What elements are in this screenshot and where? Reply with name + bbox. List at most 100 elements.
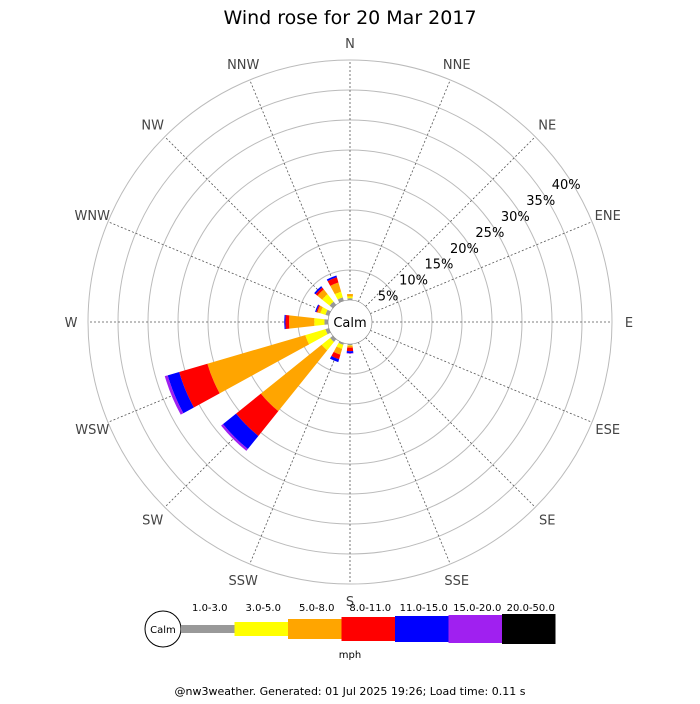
direction-label-nw: NW (141, 119, 164, 134)
bar-wnw-bin-1 (320, 307, 328, 315)
spoke-ne (365, 136, 536, 307)
bar-nw-bin-3 (315, 287, 324, 296)
spoke-ene (370, 221, 593, 314)
legend-swatch-3 (341, 617, 395, 641)
bar-w-bin-4 (284, 314, 286, 330)
legend-swatch-4 (395, 616, 449, 642)
bar-nnw-bin-2 (330, 282, 342, 295)
grid-circle (87, 59, 613, 585)
bar-wsw-bin-3 (179, 363, 220, 408)
direction-label-ene: ENE (595, 209, 621, 224)
bar-wnw-bin-2 (317, 305, 323, 314)
direction-label-s: S (346, 595, 354, 610)
spoke-nw (164, 136, 335, 307)
bar-wnw-bin-4 (315, 304, 320, 313)
bar-nw-bin-1 (322, 294, 334, 306)
legend-label-1: 3.0-5.0 (246, 603, 281, 614)
bar-nw-bin-2 (317, 289, 328, 300)
bar-w-bin-3 (285, 315, 290, 329)
bar-s-bin-2 (347, 345, 353, 348)
bar-wsw-bin-5 (164, 375, 184, 415)
bar-s-bin-1 (347, 345, 353, 346)
bar-s-bin-4 (346, 351, 354, 353)
direction-label-se: SE (539, 513, 555, 528)
bar-nnw-bin-3 (327, 277, 339, 286)
legend-label-0: 1.0-3.0 (192, 603, 227, 614)
speed-legend: Calm 1.0-3.0 3.0-5.0 5.0-8.0 8.0-11.0 11.0-15… (144, 603, 556, 661)
bar-w-bin-2 (288, 315, 315, 329)
legend-label-2: 5.0-8.0 (299, 603, 334, 614)
legend-swatch-0 (181, 625, 235, 633)
direction-label-nne: NNE (443, 58, 471, 73)
radial-tick-labels: 5%10%15%20%25%30%35%40% (378, 178, 581, 304)
bar-w-bin-1 (314, 318, 325, 326)
radial-tick-label: 5% (378, 289, 399, 304)
bar-sw-bin-4 (222, 413, 259, 450)
spoke-ssw (249, 342, 342, 565)
bar-sw-bin-3 (236, 393, 279, 436)
bar-wsw-bin-1 (305, 329, 328, 345)
radial-tick-label: 15% (425, 258, 454, 273)
calm-disc (327, 299, 373, 345)
bar-nnw-bin-4 (326, 275, 337, 282)
bar-n-bin-0 (347, 298, 353, 301)
chart-title: Wind rose for 20 Mar 2017 (223, 7, 476, 29)
radial-tick-label: 10% (399, 274, 428, 289)
legend-calm-label: Calm (150, 625, 176, 636)
legend-swatch-6 (502, 614, 556, 644)
legend-label-6: 20.0-50.0 (507, 603, 555, 614)
spoke-se (365, 337, 536, 508)
direction-label-ese: ESE (595, 423, 620, 438)
legend-swatch-2 (288, 619, 342, 639)
spoke-nnw (249, 79, 342, 302)
bar-sw-bin-1 (321, 338, 334, 351)
spoke-sse (358, 342, 451, 565)
bar-n-bin-2 (346, 294, 354, 297)
radial-tick-label: 40% (552, 178, 581, 193)
bar-nnw-bin-1 (334, 291, 343, 300)
calm-label: Calm (333, 316, 366, 331)
bar-ssw-bin-2 (333, 346, 343, 355)
bar-sw-bin-2 (260, 344, 328, 412)
bar-wsw-bin-4 (167, 371, 194, 414)
bar-wnw-bin-3 (316, 305, 321, 313)
bar-w-bin-0 (324, 319, 329, 325)
direction-label-nnw: NNW (227, 58, 259, 73)
direction-label-ssw: SSW (229, 574, 259, 589)
direction-label-wsw: WSW (75, 423, 109, 438)
legend-label-3: 8.0-11.0 (349, 603, 391, 614)
bar-ssw-bin-1 (336, 342, 344, 349)
spoke-ese (370, 330, 593, 423)
bar-ssw-bin-4 (329, 356, 340, 363)
legend-label-4: 11.0-15.0 (400, 603, 448, 614)
direction-label-ne: NE (538, 119, 556, 134)
radial-tick-label: 25% (475, 226, 504, 241)
bar-sw-bin-0 (330, 335, 337, 342)
bar-sw-bin-5 (221, 424, 248, 451)
bar-nw-bin-0 (329, 301, 337, 309)
legend-unit-label: mph (339, 650, 361, 661)
spoke-nne (358, 79, 451, 302)
direction-label-sw: SW (142, 513, 163, 528)
bar-wsw-bin-2 (207, 335, 310, 394)
bar-n-bin-1 (347, 296, 353, 299)
direction-label-wnw: WNW (75, 209, 111, 224)
legend-swatch-1 (234, 622, 288, 636)
direction-label-sse: SSE (444, 574, 469, 589)
bar-s-bin-5 (346, 352, 354, 354)
bar-ssw-bin-0 (338, 341, 344, 345)
spoke-wnw (107, 221, 330, 314)
radial-tick-label: 30% (501, 210, 530, 225)
legend-swatch-5 (448, 615, 502, 643)
direction-label-e: E (625, 316, 633, 331)
footer-text: @nw3weather. Generated: 01 Jul 2025 19:2… (175, 685, 526, 698)
bar-s-bin-3 (346, 347, 354, 352)
bar-nw-bin-4 (314, 286, 323, 295)
wind-bars (164, 275, 354, 451)
calm-circle: Calm (327, 299, 373, 345)
radial-tick-label: 20% (450, 242, 479, 257)
bar-ssw-bin-3 (331, 351, 341, 360)
direction-label-n: N (345, 37, 355, 52)
